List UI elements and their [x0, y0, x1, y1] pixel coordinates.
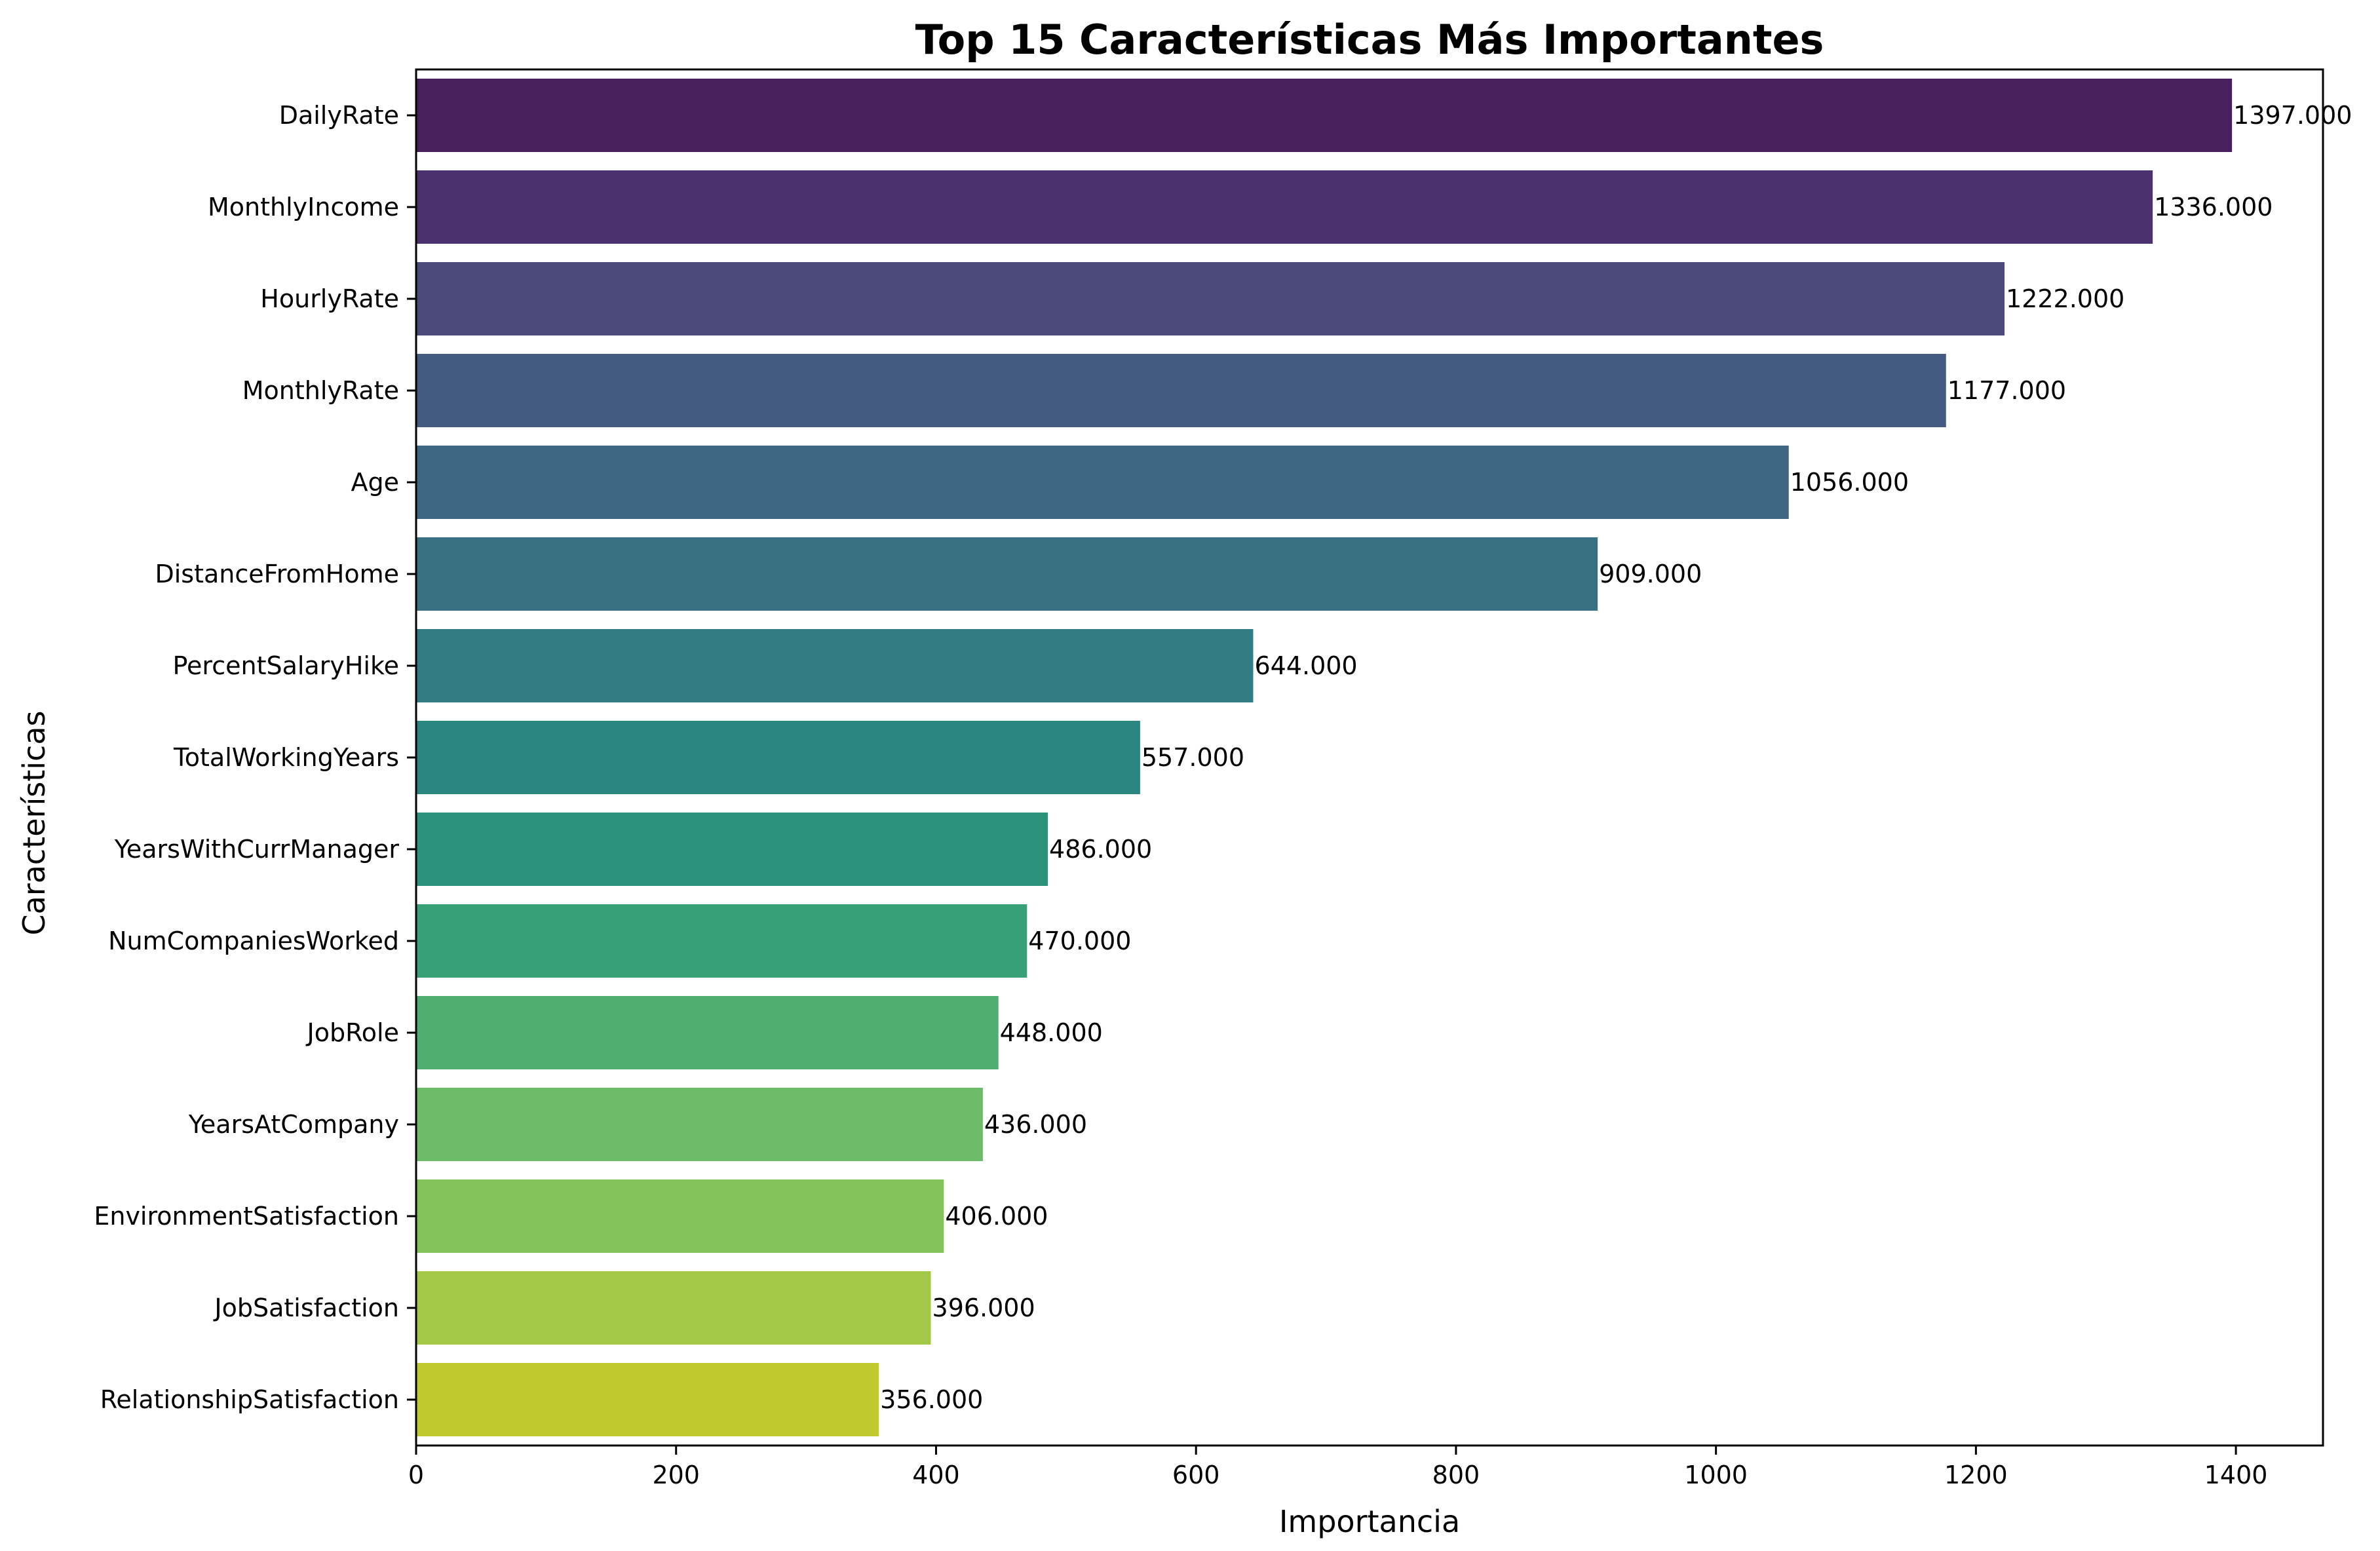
y-tick-label-NumCompaniesWorked: NumCompaniesWorked	[108, 927, 399, 955]
data-label-EnvironmentSatisfaction: 406.000	[945, 1202, 1048, 1231]
bar-YearsWithCurrManager	[416, 813, 1048, 886]
y-tick-label-DistanceFromHome: DistanceFromHome	[155, 560, 399, 588]
bar-NumCompaniesWorked	[416, 904, 1027, 978]
data-label-YearsWithCurrManager: 486.000	[1049, 835, 1152, 864]
x-tick-label-1200: 1200	[1944, 1461, 2008, 1489]
data-label-PercentSalaryHike: 644.000	[1254, 651, 1357, 680]
x-tick-label-800: 800	[1432, 1461, 1480, 1489]
plot-frame	[415, 68, 2324, 1447]
bar-TotalWorkingYears	[416, 721, 1140, 794]
bar-PercentSalaryHike	[416, 629, 1254, 702]
bar-HourlyRate	[416, 262, 2005, 335]
data-label-Age: 1056.000	[1790, 468, 1909, 497]
bar-RelationshipSatisfaction	[416, 1363, 879, 1436]
x-tick-label-0: 0	[408, 1461, 424, 1489]
y-axis-label: Características	[16, 711, 52, 936]
data-label-YearsAtCompany: 436.000	[984, 1110, 1087, 1139]
data-label-JobRole: 448.000	[1000, 1018, 1103, 1047]
ticks-layer: DailyRate MonthlyIncome HourlyRate MonthlyR…	[94, 101, 2267, 1489]
data-label-RelationshipSatisfaction: 356.000	[880, 1385, 983, 1414]
y-tick-label-JobSatisfaction: JobSatisfaction	[213, 1293, 399, 1322]
data-label-MonthlyRate: 1177.000	[1948, 376, 2066, 405]
data-label-MonthlyIncome: 1336.000	[2154, 193, 2273, 221]
bar-DistanceFromHome	[416, 537, 1598, 611]
chart-title: Top 15 Características Más Importantes	[915, 16, 1824, 64]
x-tick-label-1000: 1000	[1684, 1461, 1748, 1489]
data-label-HourlyRate: 1222.000	[2006, 284, 2124, 313]
data-label-DistanceFromHome: 909.000	[1599, 560, 1702, 588]
y-tick-label-YearsWithCurrManager: YearsWithCurrManager	[114, 835, 400, 864]
bars-layer: 1397.000 1336.000 1222.000 1177.000 1056.000…	[416, 79, 2352, 1436]
bar-YearsAtCompany	[416, 1088, 983, 1161]
x-axis-label: Importancia	[1279, 1504, 1460, 1539]
bar-JobSatisfaction	[416, 1271, 931, 1345]
y-tick-label-DailyRate: DailyRate	[279, 101, 399, 130]
bar-Age	[416, 446, 1789, 519]
y-tick-label-TotalWorkingYears: TotalWorkingYears	[173, 743, 399, 772]
x-tick-label-600: 600	[1172, 1461, 1220, 1489]
y-tick-label-JobRole: JobRole	[306, 1018, 399, 1047]
y-tick-label-Age: Age	[351, 468, 400, 497]
data-label-JobSatisfaction: 396.000	[932, 1293, 1035, 1322]
data-label-NumCompaniesWorked: 470.000	[1028, 927, 1131, 955]
y-tick-label-HourlyRate: HourlyRate	[260, 284, 399, 313]
x-tick-label-1400: 1400	[2204, 1461, 2268, 1489]
bar-DailyRate	[416, 79, 2233, 152]
data-label-TotalWorkingYears: 557.000	[1142, 743, 1244, 772]
y-tick-label-MonthlyRate: MonthlyRate	[242, 376, 399, 405]
y-tick-label-RelationshipSatisfaction: RelationshipSatisfaction	[100, 1385, 399, 1414]
x-tick-label-200: 200	[652, 1461, 700, 1489]
data-label-DailyRate: 1397.000	[2233, 101, 2352, 130]
y-tick-label-MonthlyIncome: MonthlyIncome	[208, 193, 399, 221]
bar-JobRole	[416, 996, 999, 1069]
x-tick-label-400: 400	[912, 1461, 960, 1489]
y-tick-label-EnvironmentSatisfaction: EnvironmentSatisfaction	[94, 1202, 399, 1231]
bar-MonthlyRate	[416, 354, 1946, 427]
y-tick-label-YearsAtCompany: YearsAtCompany	[188, 1110, 399, 1139]
y-tick-label-PercentSalaryHike: PercentSalaryHike	[172, 651, 399, 680]
bar-EnvironmentSatisfaction	[416, 1179, 944, 1253]
bar-MonthlyIncome	[416, 170, 2153, 244]
